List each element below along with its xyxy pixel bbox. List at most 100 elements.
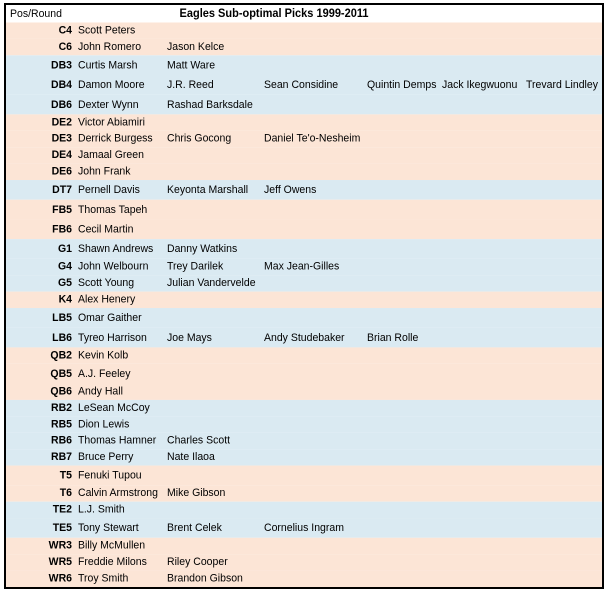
picks-table: Pos/Round Eagles Sub-optimal Picks 1999-… bbox=[6, 5, 602, 587]
picks-table-frame: Pos/Round Eagles Sub-optimal Picks 1999-… bbox=[4, 3, 604, 589]
position-round-label: K4 bbox=[58, 292, 72, 307]
column-header-pos-round: Pos/Round bbox=[10, 6, 62, 21]
table-row: RB5 Dion Lewis bbox=[6, 416, 602, 433]
player-name-cell: John Frank bbox=[78, 164, 131, 179]
player-name-cell: Keyonta Marshall bbox=[167, 183, 249, 197]
position-round-label: TE2 bbox=[52, 503, 72, 517]
table-row: DE4 Jamaal Green bbox=[6, 147, 602, 164]
table-row: TE2 L.J. Smith bbox=[6, 501, 602, 519]
player-name-cell: John Welbourn bbox=[78, 260, 149, 274]
position-round-label: QB5 bbox=[50, 366, 72, 380]
table-row: T6 Calvin Armstrong Mike Gibson bbox=[6, 485, 602, 502]
player-name-cell: Cornelius Ingram bbox=[264, 521, 344, 535]
position-round-label: WR5 bbox=[48, 555, 72, 569]
player-name-cell: Max Jean-Gilles bbox=[264, 260, 340, 274]
position-round-label: QB6 bbox=[50, 384, 72, 399]
table-row: K4 Alex Henery bbox=[6, 291, 602, 309]
position-round-label: C6 bbox=[58, 40, 72, 54]
table-row: WR6 Troy Smith Brandon Gibson bbox=[6, 570, 602, 587]
table-header-row: Pos/Round Eagles Sub-optimal Picks 1999-… bbox=[6, 5, 602, 23]
player-name-cell: Rashad Barksdale bbox=[167, 97, 253, 111]
table-row: C6 John Romero Jason Kelce bbox=[6, 38, 602, 56]
player-name-cell: A.J. Feeley bbox=[78, 366, 131, 380]
position-round-label: FB5 bbox=[52, 202, 72, 216]
position-round-label: DE6 bbox=[51, 164, 72, 179]
player-name-cell: Tyreo Harrison bbox=[78, 330, 147, 344]
table-row: DE3 Derrick Burgess Chris Gocong Daniel Te'… bbox=[6, 130, 602, 148]
position-round-label: RB5 bbox=[50, 417, 72, 431]
position-round-label: WR3 bbox=[48, 539, 72, 553]
table-row: WR3 Billy McMullen bbox=[6, 537, 602, 555]
position-round-label: RB2 bbox=[50, 401, 72, 415]
player-name-cell: Quintin Demps bbox=[367, 78, 437, 92]
player-name-cell: Freddie Milons bbox=[78, 555, 147, 569]
player-name-cell: Cecil Martin bbox=[78, 222, 134, 236]
position-round-label: DT7 bbox=[52, 183, 72, 197]
player-name-cell: Curtis Marsh bbox=[78, 58, 138, 72]
position-round-label: T5 bbox=[59, 468, 72, 482]
player-name-cell: Trevard Lindley bbox=[526, 78, 598, 92]
player-name-cell: Joe Mays bbox=[167, 330, 212, 344]
position-round-label: QB2 bbox=[50, 348, 72, 362]
table-row: DB3 Curtis Marsh Matt Ware bbox=[6, 55, 602, 76]
table-row: G5 Scott Young Julian Vandervelde bbox=[6, 275, 602, 292]
player-name-cell: Scott Young bbox=[78, 276, 135, 290]
player-name-cell: Pernell Davis bbox=[78, 183, 140, 197]
table-row: QB5 A.J. Feeley bbox=[6, 363, 602, 384]
table-row: DB4 Damon Moore J.R. Reed Sean Considine Qui… bbox=[6, 75, 602, 95]
table-row: LB5 Omar Gaither bbox=[6, 308, 602, 328]
player-name-cell: L.J. Smith bbox=[78, 503, 125, 517]
position-round-label: FB6 bbox=[52, 222, 72, 236]
player-name-cell: Jamaal Green bbox=[78, 148, 144, 162]
player-name-cell: Jack Ikegwuonu bbox=[442, 78, 518, 92]
player-name-cell: Sean Considine bbox=[264, 78, 339, 92]
player-name-cell: Troy Smith bbox=[78, 571, 129, 586]
player-name-cell: Billy McMullen bbox=[78, 539, 146, 553]
table-row: TE5 Tony Stewart Brent Celek Cornelius Ingr… bbox=[6, 518, 602, 538]
table-row: DT7 Pernell Davis Keyonta Marshall Jeff Owe… bbox=[6, 180, 602, 200]
position-round-label: T6 bbox=[59, 486, 72, 500]
player-name-cell: Fenuki Tupou bbox=[78, 468, 142, 482]
position-round-label: LB6 bbox=[52, 330, 72, 344]
position-round-label: DE4 bbox=[51, 148, 72, 162]
player-name-cell: Thomas Tapeh bbox=[78, 202, 148, 216]
table-row: G1 Shawn Andrews Danny Watkins bbox=[6, 239, 602, 259]
player-name-cell: Omar Gaither bbox=[78, 311, 142, 325]
player-name-cell: Charles Scott bbox=[167, 434, 231, 448]
player-name-cell: Dion Lewis bbox=[78, 417, 130, 431]
position-round-label: DB6 bbox=[50, 97, 72, 111]
position-round-label: DB3 bbox=[50, 58, 72, 72]
table-row: T5 Fenuki Tupou bbox=[6, 465, 602, 486]
player-name-cell: Andy Studebaker bbox=[264, 330, 345, 344]
position-round-label: G1 bbox=[57, 242, 72, 256]
player-name-cell: Riley Cooper bbox=[167, 555, 228, 569]
position-round-label: LB5 bbox=[52, 311, 72, 325]
player-name-cell: Bruce Perry bbox=[78, 450, 134, 464]
player-name-cell: Scott Peters bbox=[78, 23, 136, 37]
position-round-label: G4 bbox=[57, 260, 72, 274]
player-name-cell: Thomas Hamner bbox=[78, 434, 157, 448]
player-name-cell: Trey Darilek bbox=[167, 260, 224, 274]
player-name-cell: Nate Ilaoa bbox=[167, 450, 215, 464]
player-name-cell: Chris Gocong bbox=[167, 132, 232, 146]
player-name-cell: Jeff Owens bbox=[264, 183, 317, 197]
table-row: QB6 Andy Hall bbox=[6, 383, 602, 400]
table-row: WR5 Freddie Milons Riley Cooper bbox=[6, 554, 602, 571]
player-name-cell: Alex Henery bbox=[78, 292, 136, 307]
player-name-cell: Derrick Burgess bbox=[78, 132, 153, 146]
page-title: Eagles Sub-optimal Picks 1999-2011 bbox=[179, 6, 369, 20]
player-name-cell: LeSean McCoy bbox=[78, 401, 150, 415]
player-name-cell: J.R. Reed bbox=[167, 78, 214, 92]
player-name-cell: Kevin Kolb bbox=[78, 348, 129, 362]
table-row: RB2 LeSean McCoy bbox=[6, 399, 602, 417]
player-name-cell: Brent Celek bbox=[167, 521, 222, 535]
player-name-cell: Jason Kelce bbox=[167, 40, 225, 54]
player-name-cell: Victor Abiamiri bbox=[78, 115, 145, 129]
player-name-cell: Matt Ware bbox=[167, 58, 216, 72]
player-name-cell: Damon Moore bbox=[78, 78, 145, 92]
player-name-cell: John Romero bbox=[78, 40, 142, 54]
position-round-label: DB4 bbox=[50, 78, 72, 92]
player-name-cell: Julian Vandervelde bbox=[167, 276, 256, 290]
position-round-label: C4 bbox=[58, 23, 72, 37]
table-row: DE2 Victor Abiamiri bbox=[6, 114, 602, 131]
